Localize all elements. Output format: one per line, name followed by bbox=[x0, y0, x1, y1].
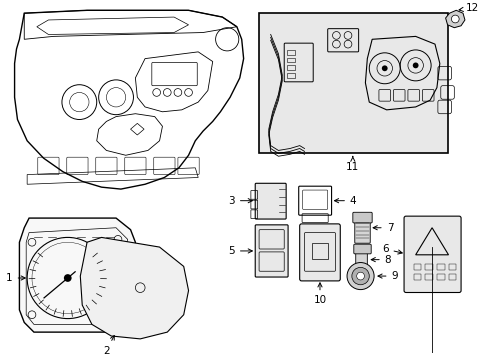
Polygon shape bbox=[80, 237, 188, 339]
Circle shape bbox=[412, 63, 418, 68]
FancyBboxPatch shape bbox=[403, 216, 460, 292]
Circle shape bbox=[381, 66, 387, 71]
Text: 12: 12 bbox=[458, 3, 478, 13]
Polygon shape bbox=[20, 218, 135, 332]
FancyBboxPatch shape bbox=[353, 244, 370, 254]
Text: 8: 8 bbox=[370, 255, 390, 265]
Circle shape bbox=[346, 262, 373, 289]
Text: 6: 6 bbox=[381, 244, 402, 254]
FancyBboxPatch shape bbox=[355, 251, 366, 270]
FancyBboxPatch shape bbox=[255, 225, 287, 277]
Text: 9: 9 bbox=[377, 271, 397, 281]
FancyBboxPatch shape bbox=[299, 224, 340, 281]
FancyBboxPatch shape bbox=[352, 212, 371, 223]
Circle shape bbox=[64, 274, 71, 282]
FancyBboxPatch shape bbox=[255, 183, 285, 219]
Text: 10: 10 bbox=[313, 283, 326, 305]
Text: 7: 7 bbox=[372, 223, 392, 233]
Text: 3: 3 bbox=[228, 196, 252, 206]
Circle shape bbox=[356, 272, 364, 280]
Text: 2: 2 bbox=[103, 336, 114, 356]
Text: 4: 4 bbox=[334, 196, 356, 206]
FancyBboxPatch shape bbox=[259, 13, 447, 153]
Circle shape bbox=[351, 267, 368, 285]
Circle shape bbox=[450, 15, 458, 23]
Text: 1: 1 bbox=[6, 273, 25, 283]
Text: 5: 5 bbox=[228, 246, 252, 256]
Polygon shape bbox=[445, 10, 464, 28]
FancyBboxPatch shape bbox=[354, 220, 369, 243]
Text: 11: 11 bbox=[346, 157, 359, 172]
